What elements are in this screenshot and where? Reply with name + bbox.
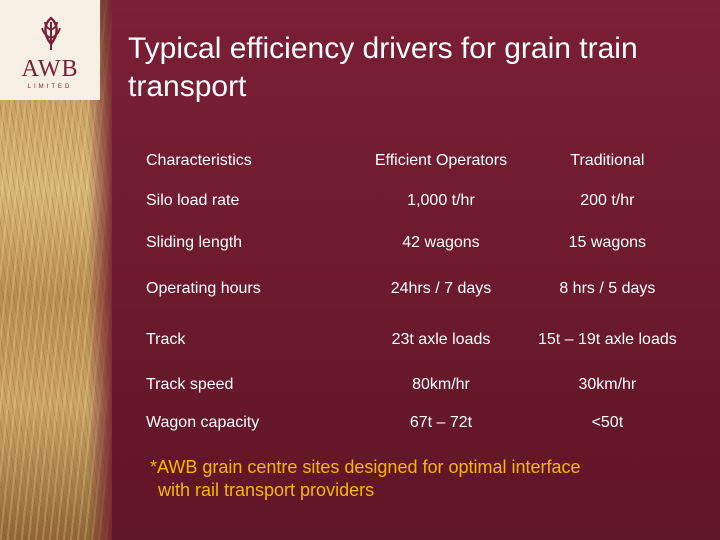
- table-row: Wagon capacity 67t – 72t <50t: [140, 404, 680, 442]
- efficient-value: 67t – 72t: [409, 414, 473, 431]
- efficient-value: 42 wagons: [402, 234, 480, 251]
- table-row: Track speed 80km/hr 30km/hr: [140, 366, 680, 404]
- traditional-value: 30km/hr: [578, 376, 637, 393]
- table-row: Silo load rate 1,000 t/hr 200 t/hr: [140, 180, 680, 222]
- efficient-value: 23t axle loads: [391, 331, 491, 348]
- traditional-value: <50t: [591, 414, 624, 431]
- traditional-value: 200 t/hr: [580, 192, 635, 209]
- efficient-value: 80km/hr: [412, 376, 470, 393]
- logo-wordmark: AWB: [21, 56, 79, 82]
- table-row: Sliding length 42 wagons 15 wagons: [140, 222, 680, 264]
- header-efficient-operators: Efficient Operators: [374, 152, 508, 169]
- row-label: Silo load rate: [146, 192, 240, 209]
- traditional-value: 15t – 19t axle loads: [537, 331, 677, 348]
- footnote-line-2: with rail transport providers: [158, 480, 375, 500]
- row-label: Track: [146, 331, 186, 348]
- wheat-emblem-icon: [41, 16, 61, 50]
- row-label: Track speed: [146, 376, 234, 393]
- table-row: Track 23t axle loads 15t – 19t axle load…: [140, 314, 680, 366]
- row-label: Operating hours: [146, 280, 261, 297]
- logo-subtitle: LIMITED: [27, 84, 73, 90]
- traditional-value: 15 wagons: [568, 234, 647, 251]
- traditional-value: 8 hrs / 5 days: [559, 280, 656, 297]
- table-header-row: Characteristics Efficient Operators Trad…: [140, 142, 680, 180]
- efficient-value: 24hrs / 7 days: [390, 280, 492, 297]
- efficient-value: 1,000 t/hr: [407, 192, 475, 209]
- comparison-table: Characteristics Efficient Operators Trad…: [140, 142, 680, 442]
- row-label: Wagon capacity: [146, 414, 260, 431]
- row-label: Sliding length: [146, 234, 243, 251]
- header-characteristics: Characteristics: [146, 152, 252, 169]
- header-traditional: Traditional: [570, 152, 645, 169]
- footnote-line-1: *AWB grain centre sites designed for opt…: [150, 457, 581, 477]
- table-row: Operating hours 24hrs / 7 days 8 hrs / 5…: [140, 264, 680, 314]
- footnote: *AWB grain centre sites designed for opt…: [150, 456, 670, 502]
- awb-logo: AWB LIMITED: [0, 0, 100, 100]
- slide-title: Typical efficiency drivers for grain tra…: [128, 32, 638, 103]
